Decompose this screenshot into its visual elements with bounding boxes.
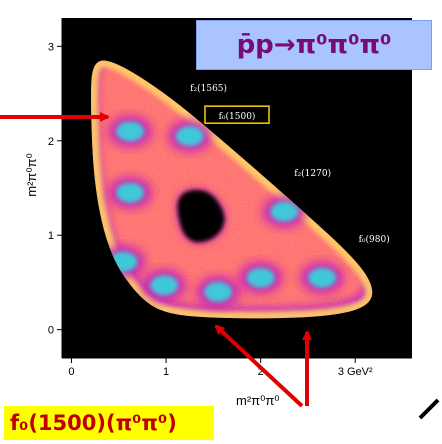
x-tick-2: 2 <box>258 366 264 378</box>
peak-5 <box>308 267 337 288</box>
annotation-3: f₀(980) <box>359 234 390 245</box>
y-tick-0: 0 <box>48 325 54 337</box>
y-axis-label: m²π⁰π⁰ <box>24 153 39 197</box>
peak-6 <box>175 126 204 147</box>
x-tick-0: 0 <box>68 366 74 378</box>
annotation-layer: f₂(1565) f₀(1500) f₂(1270) f₀(980) <box>190 83 390 245</box>
peak-0 <box>116 121 145 142</box>
black-arrow-corner <box>418 398 440 420</box>
x-axis-label: m²π⁰π⁰ <box>236 393 280 408</box>
y-tick-3: 3 <box>48 41 54 53</box>
x-tick-1: 1 <box>163 366 169 378</box>
arrows <box>0 112 440 420</box>
reaction-label: p̄p→π⁰π⁰π⁰ <box>196 20 432 70</box>
red-arrow-bottom-left <box>214 324 304 408</box>
peak-1 <box>116 182 145 203</box>
annotation-0: f₂(1565) <box>190 83 227 94</box>
peak-4 <box>246 267 275 288</box>
peak-8 <box>204 281 233 302</box>
annotation-2: f₂(1270) <box>294 168 331 179</box>
depletion-hole <box>177 190 225 243</box>
heatmap-surface <box>91 60 373 319</box>
x-tick-3: 3 GeV² <box>338 366 373 378</box>
axes: 0 1 2 3 GeV² 0 1 2 3 m²π⁰π⁰ m²π⁰π⁰ <box>24 18 412 408</box>
y-tick-1: 1 <box>48 230 54 242</box>
peak-7 <box>270 201 299 222</box>
resonance-label: f₀(1500)(π⁰π⁰) <box>4 406 214 440</box>
annotation-box-1 <box>204 105 270 124</box>
peak-3 <box>150 275 179 296</box>
y-tick-2: 2 <box>48 136 54 148</box>
annotation-1: f₀(1500) <box>219 111 256 122</box>
